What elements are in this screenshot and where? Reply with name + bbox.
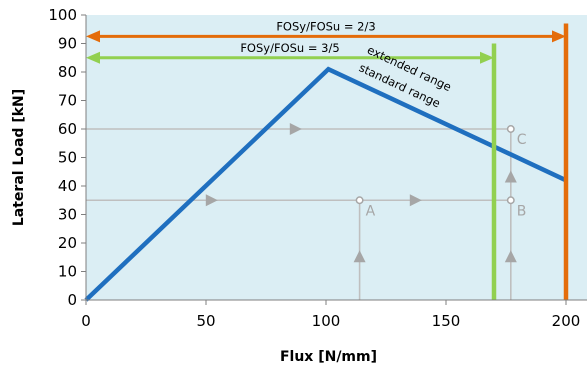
guide-lines: [86, 128, 512, 300]
y-tick-label-30: 30: [58, 206, 77, 224]
data-point-C: [506, 125, 515, 133]
x-axis-title: Flux [N/mm]: [280, 349, 377, 365]
guide-arrow-0: [205, 194, 218, 207]
guide-arrow-3: [353, 250, 366, 263]
range-arrows: FOSy/FOSu = 2/3 FOSy/FOSu = 3/5: [86, 19, 566, 64]
range-arrow-head-right-1: [480, 51, 494, 64]
data-point-label-B: B: [517, 203, 527, 219]
x-tick-label-100: 100: [312, 312, 341, 330]
x-tick-label-200: 200: [552, 312, 581, 330]
guide-arrow-1: [409, 194, 422, 207]
data-point-B: [506, 196, 515, 205]
range-arrow-label-1: FOSy/FOSu = 3/5: [240, 41, 339, 55]
y-tick-label-100: 100: [48, 6, 77, 24]
data-point-label-C: C: [517, 132, 527, 148]
y-tick-label-90: 90: [58, 35, 77, 53]
x-tick-label-50: 50: [196, 312, 215, 330]
y-tick-label-20: 20: [58, 234, 77, 252]
y-tick-label-70: 70: [58, 92, 77, 110]
range-arrow-head-right-0: [552, 30, 566, 43]
x-tick-label-0: 0: [81, 312, 91, 330]
y-tick-label-40: 40: [58, 177, 77, 195]
plot-area-shading: [86, 15, 587, 300]
limit-lines: [491, 23, 569, 300]
x-tick-label-150: 150: [432, 312, 461, 330]
guide-arrow-4: [504, 250, 517, 263]
y-tick-label-60: 60: [58, 120, 77, 138]
data-point-A: [355, 196, 364, 205]
data-point-label-A: A: [366, 203, 376, 219]
y-tick-label-80: 80: [58, 63, 77, 81]
guide-arrow-2: [289, 123, 302, 135]
axes: 0 10 20 30 40 50 60 70 80 90 100 0 50 100 150 200: [48, 6, 587, 330]
y-tick-label-50: 50: [58, 149, 77, 167]
y-tick-label-0: 0: [67, 291, 77, 309]
data-points: A B C: [355, 125, 527, 219]
series-layer: [84, 66, 567, 302]
range-arrow-head-left-0: [86, 30, 100, 43]
series-line-0: [84, 66, 567, 302]
guide-arrows: [205, 123, 517, 263]
y-axis-title: Lateral Load [kN]: [11, 89, 27, 226]
range-arrow-label-0: FOSy/FOSu = 2/3: [276, 19, 375, 33]
range-arrow-head-left-1: [86, 51, 100, 64]
y-tick-label-10: 10: [58, 263, 77, 281]
guide-arrow-5: [504, 170, 517, 183]
